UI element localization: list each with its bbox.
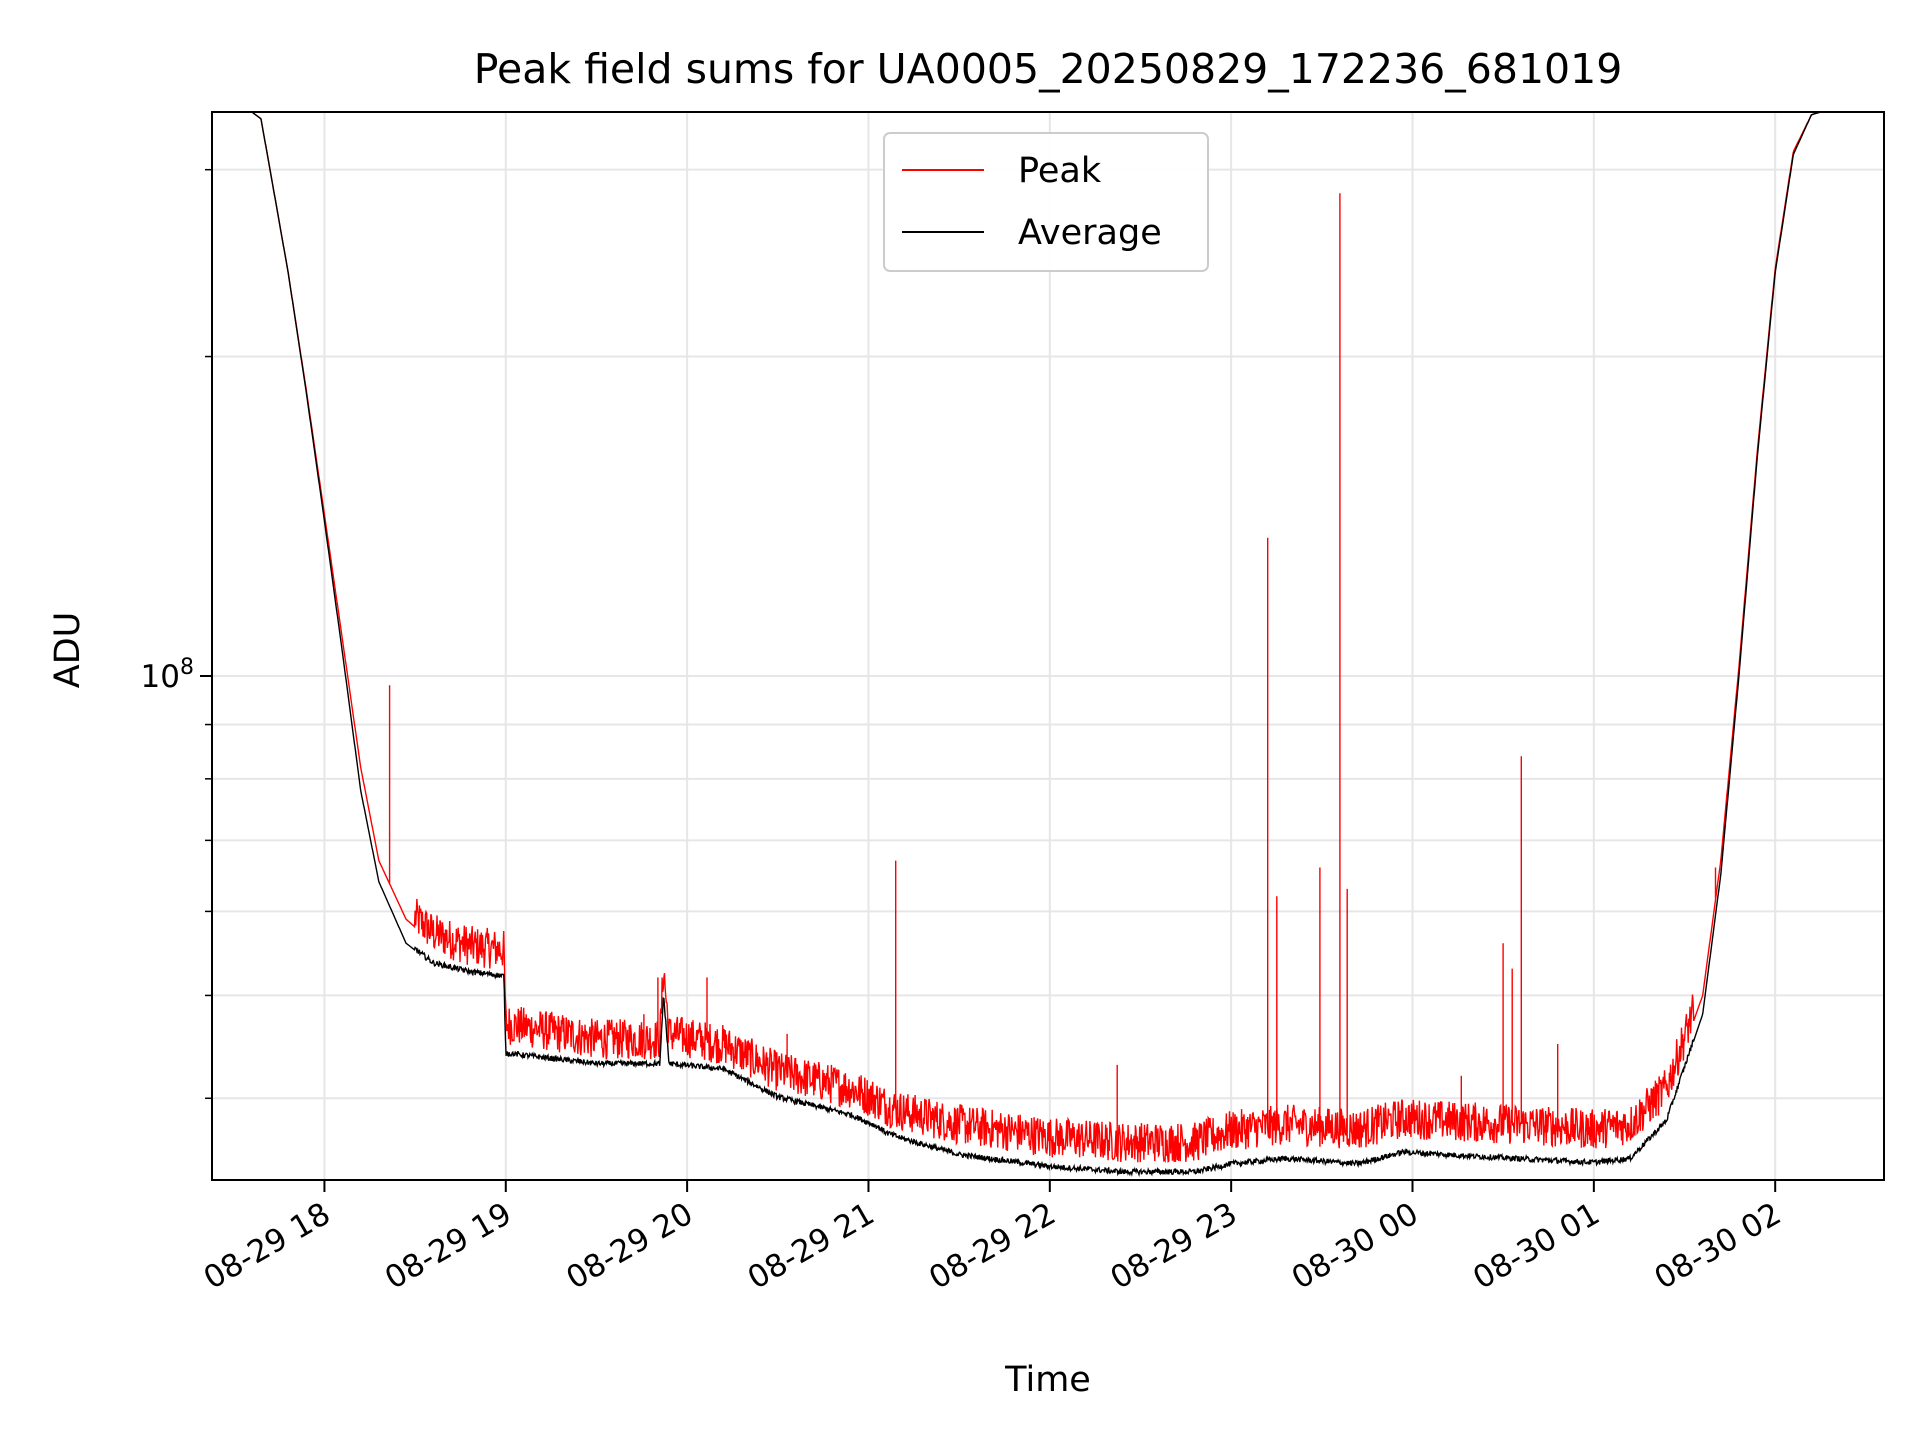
x-tick-label: 08-30 02 [1648, 1196, 1787, 1297]
average-series-line [251, 111, 1830, 1178]
legend-box [883, 132, 1209, 272]
x-axis-label: Time [1004, 1360, 1091, 1400]
x-tick-label: 08-30 00 [1286, 1196, 1425, 1297]
x-tick-label: 08-29 22 [923, 1196, 1062, 1297]
x-tick-label: 08-29 19 [379, 1196, 518, 1297]
legend-label: Peak [1018, 151, 1102, 191]
x-axis-ticks: 08-29 18 08-29 19 08-29 20 08-29 21 08-29 22… [198, 1180, 1787, 1297]
y-axis-ticks: 108 [141, 168, 212, 1100]
x-tick-label: 08-29 18 [198, 1196, 337, 1297]
x-tick-label: 08-29 23 [1104, 1196, 1243, 1297]
grid [212, 112, 1884, 1180]
plot-lines [251, 111, 1830, 1178]
x-tick-label: 08-29 20 [560, 1196, 699, 1297]
y-tick-label: 108 [141, 655, 194, 695]
plot-frame [211, 111, 1885, 1181]
x-tick-label: 08-29 21 [742, 1196, 881, 1297]
legend: Peak Average [883, 132, 1209, 272]
x-tick-label: 08-30 01 [1467, 1196, 1606, 1297]
legend-label: Average [1018, 213, 1162, 253]
peak-series-line [251, 111, 1830, 1164]
chart-title: Peak field sums for UA0005_20250829_1722… [474, 45, 1623, 93]
y-axis-label: ADU [48, 612, 88, 689]
